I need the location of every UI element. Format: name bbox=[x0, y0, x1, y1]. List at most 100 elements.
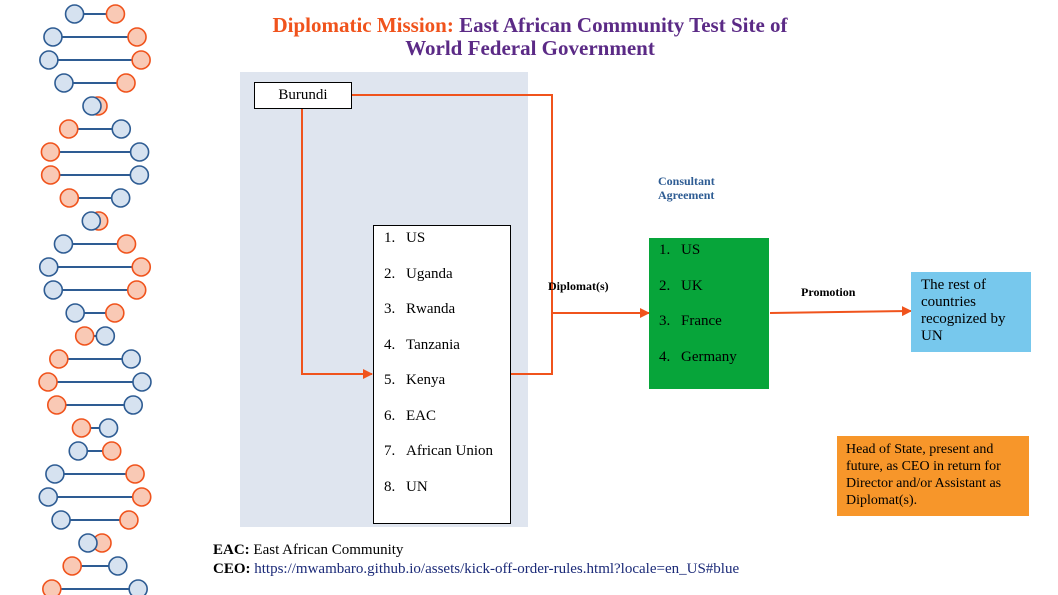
dna-node-blue bbox=[95, 326, 116, 346]
dna-node-orange bbox=[71, 418, 92, 438]
eac-value: East African Community bbox=[253, 542, 404, 558]
dna-node-orange bbox=[131, 50, 151, 70]
list-item: 7. African Union bbox=[384, 443, 493, 460]
list-item: 2. Uganda bbox=[384, 266, 453, 283]
list-item-label: UK bbox=[681, 277, 703, 294]
list-item-number: 3. bbox=[384, 301, 396, 317]
dna-node-blue bbox=[111, 119, 132, 139]
list-item-label: Tanzania bbox=[406, 336, 460, 353]
dna-helix-decoration bbox=[38, 4, 152, 595]
dna-node-blue bbox=[82, 96, 102, 116]
list-item-label: African Union bbox=[406, 443, 494, 459]
list-item-number: 5. bbox=[384, 372, 396, 388]
list-item-number: 4. bbox=[384, 336, 396, 353]
dna-node-blue bbox=[98, 418, 119, 438]
list-item-number: 6. bbox=[384, 407, 396, 424]
dna-node-orange bbox=[101, 441, 122, 461]
list-item-label: US bbox=[406, 230, 426, 246]
dna-node-blue bbox=[65, 303, 85, 323]
promotion-label: Promotion bbox=[801, 285, 856, 299]
dna-node-blue bbox=[78, 533, 98, 553]
list-item-label: Uganda bbox=[406, 265, 453, 282]
dna-node-blue bbox=[53, 234, 74, 254]
dna-node-orange bbox=[42, 579, 62, 595]
ceo-key: CEO: bbox=[213, 561, 251, 577]
list-item-label: France bbox=[681, 313, 722, 329]
burundi-to-diplomats-line bbox=[350, 94, 553, 313]
dna-node-orange bbox=[58, 119, 79, 139]
dna-node-orange bbox=[40, 142, 61, 162]
list-item-number: 4. bbox=[659, 348, 671, 365]
dna-node-orange bbox=[46, 395, 67, 415]
dna-node-orange bbox=[105, 303, 125, 323]
dna-node-blue bbox=[108, 556, 128, 576]
list-item-label: Rwanda bbox=[406, 301, 456, 317]
dna-node-orange bbox=[131, 257, 152, 277]
list-item-number: 1. bbox=[659, 242, 671, 258]
list-item: 8. UN bbox=[384, 479, 428, 496]
list-item: 2. UK bbox=[659, 278, 703, 295]
list-to-diplomats-line bbox=[510, 313, 553, 375]
dna-node-orange bbox=[40, 165, 61, 185]
dna-node-blue bbox=[43, 27, 63, 47]
dna-node-blue bbox=[121, 349, 141, 369]
list-item-label: US bbox=[681, 242, 701, 258]
promotion-arrow bbox=[769, 306, 912, 317]
dna-node-blue bbox=[68, 441, 89, 461]
list-item-number: 7. bbox=[384, 443, 396, 459]
list-item: 3. Rwanda bbox=[384, 301, 455, 318]
list-item: 1. US bbox=[659, 242, 700, 259]
list-item-number: 1. bbox=[384, 230, 396, 246]
consultant-line2: Agreement bbox=[658, 188, 715, 202]
burundi-box: Burundi bbox=[254, 82, 352, 109]
consultant-line1: Consultant bbox=[658, 174, 715, 188]
dna-node-blue bbox=[132, 372, 152, 392]
dna-node-blue bbox=[54, 73, 74, 93]
diplomats-label: Diplomat(s) bbox=[548, 279, 609, 293]
list-item: 4. Germany bbox=[659, 349, 737, 366]
footer-ceo: CEO: https://mwambaro.github.io/assets/k… bbox=[213, 561, 739, 578]
dna-node-orange bbox=[49, 349, 69, 369]
title-line2: World Federal Government bbox=[405, 36, 655, 60]
list-item-label: Germany bbox=[681, 348, 737, 365]
dna-node-orange bbox=[62, 556, 82, 576]
dna-node-orange bbox=[116, 73, 136, 93]
dna-node-orange bbox=[105, 4, 126, 24]
dna-node-blue bbox=[38, 257, 59, 277]
rest-of-countries-box: The rest of countries recognized by UN bbox=[911, 272, 1031, 352]
list-item: 4. Tanzania bbox=[384, 337, 460, 354]
list-item-number: 2. bbox=[384, 265, 396, 282]
page-title: Diplomatic Mission: East African Communi… bbox=[200, 14, 860, 60]
dna-node-blue bbox=[39, 50, 59, 70]
list-item-label: Kenya bbox=[406, 372, 446, 388]
list-item-number: 2. bbox=[659, 277, 671, 294]
dna-node-blue bbox=[128, 579, 148, 595]
dna-node-orange bbox=[125, 464, 145, 484]
dna-node-orange bbox=[127, 27, 147, 47]
dna-node-blue bbox=[123, 395, 144, 415]
dna-node-blue bbox=[110, 188, 131, 208]
burundi-to-kenya-arrow bbox=[301, 108, 373, 379]
list-item-number: 8. bbox=[384, 478, 396, 495]
title-line1: East African Community Test Site of bbox=[459, 13, 788, 37]
dna-node-blue bbox=[64, 4, 85, 24]
dna-node-orange bbox=[38, 372, 58, 392]
list-item: 1. US bbox=[384, 230, 425, 247]
list-item: 5. Kenya bbox=[384, 372, 445, 389]
list-item-number: 3. bbox=[659, 313, 671, 329]
dna-node-orange bbox=[119, 510, 139, 530]
dna-node-orange bbox=[74, 326, 95, 346]
list-item-label: EAC bbox=[406, 407, 436, 424]
dna-node-orange bbox=[126, 280, 147, 300]
ceo-note-box: Head of State, present and future, as CE… bbox=[837, 436, 1029, 516]
footer-eac: EAC: East African Community bbox=[213, 542, 403, 559]
title-accent: Diplomatic Mission: bbox=[272, 13, 454, 37]
eac-key: EAC: bbox=[213, 542, 250, 558]
dna-node-blue bbox=[38, 487, 59, 507]
ceo-link[interactable]: https://mwambaro.github.io/assets/kick-o… bbox=[254, 561, 740, 577]
dna-node-blue bbox=[129, 142, 150, 162]
dna-node-blue bbox=[129, 165, 150, 185]
dna-node-orange bbox=[131, 487, 152, 507]
list-item: 6. EAC bbox=[384, 408, 436, 425]
